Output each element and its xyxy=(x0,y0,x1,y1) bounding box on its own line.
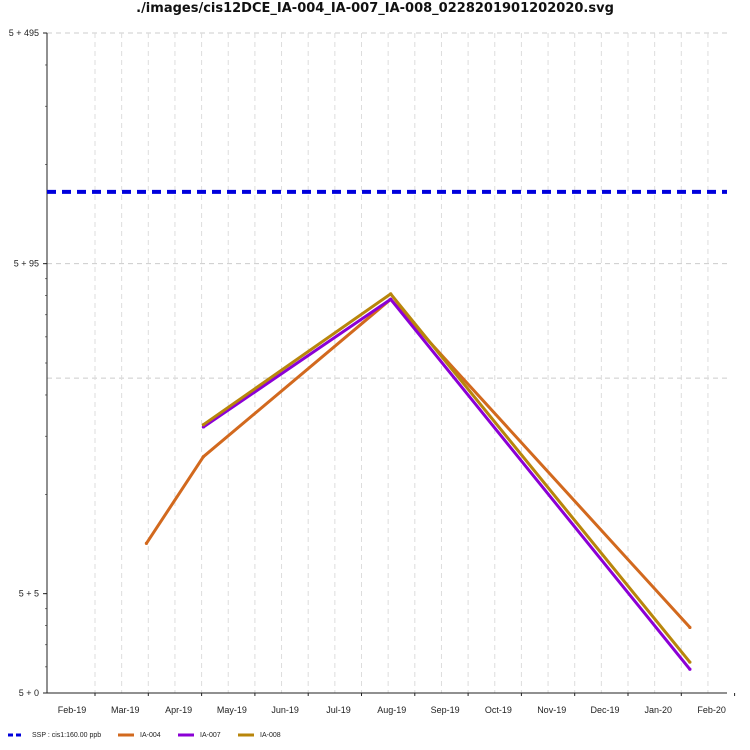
legend-label: IA-008 xyxy=(260,732,281,739)
x-tick-label: May-19 xyxy=(217,705,247,715)
x-tick-label: Jun-19 xyxy=(271,705,299,715)
x-tick-label: Dec-19 xyxy=(590,705,619,715)
data-point-ia-004 xyxy=(201,455,205,459)
x-tick-label: Sep-19 xyxy=(431,705,460,715)
x-tick-label: Mar-19 xyxy=(111,705,140,715)
data-point-ia-004 xyxy=(688,625,692,630)
y-tick-label: 5 + 5 xyxy=(19,589,39,599)
x-tick-label: Feb-20 xyxy=(697,705,726,715)
data-point-ia-008 xyxy=(688,660,692,664)
series-line-ia-007 xyxy=(202,297,692,671)
x-tick-label: Feb-19 xyxy=(58,705,87,715)
x-tick-label: Jul-19 xyxy=(326,705,351,715)
series-line-ia-008 xyxy=(202,292,692,664)
legend-label: IA-007 xyxy=(200,732,221,739)
data-point-ia-007 xyxy=(389,297,393,301)
x-tick-label: Nov-19 xyxy=(537,705,566,715)
y-tick-label: 5 + 95 xyxy=(14,259,39,269)
series-line-ia-004 xyxy=(145,297,692,629)
data-point-ia-004 xyxy=(144,541,148,546)
chart-title: ./images/cis12DCE_IA-004_IA-007_IA-008_0… xyxy=(136,1,614,16)
x-tick-label: Jan-20 xyxy=(645,705,673,715)
y-tick-label: 5 + 495 xyxy=(9,28,39,38)
data-point-ia-007 xyxy=(201,425,205,429)
data-point-ia-007 xyxy=(688,667,692,671)
legend-label: SSP : cis1:160.00 ppb xyxy=(32,732,101,739)
data-point-ia-008 xyxy=(389,292,393,296)
x-tick-label: Apr-19 xyxy=(165,705,192,715)
legend-label: IA-004 xyxy=(140,732,161,739)
x-tick-label: Oct-19 xyxy=(485,705,512,715)
data-point-ia-008 xyxy=(201,423,205,427)
y-tick-label: 5 + 0 xyxy=(19,688,39,698)
x-tick-label: Aug-19 xyxy=(377,705,406,715)
